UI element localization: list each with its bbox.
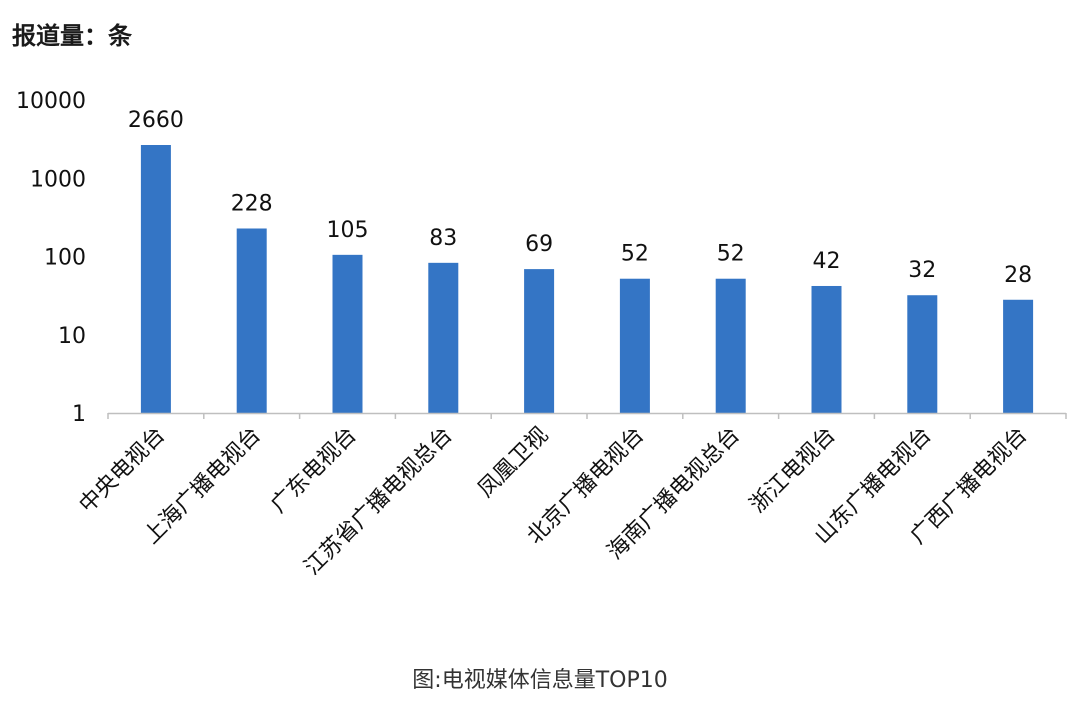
- bar: [907, 295, 938, 413]
- y-tick-label: 100: [44, 246, 86, 271]
- unit-label: 报道量：条: [12, 22, 132, 50]
- category-label: 凤凰卫视: [473, 423, 553, 503]
- category-label: 广东电视台: [266, 423, 361, 518]
- y-tick-label: 10000: [16, 89, 86, 114]
- data-label: 28: [1004, 263, 1032, 288]
- y-tick-label: 1000: [30, 167, 86, 192]
- data-label: 69: [525, 232, 553, 257]
- bar: [811, 285, 842, 413]
- data-label: 52: [621, 242, 649, 267]
- bar: [428, 262, 459, 413]
- y-tick-label: 1: [72, 402, 86, 427]
- bar: [1003, 299, 1034, 413]
- bar: [140, 145, 171, 414]
- data-label: 2660: [128, 108, 184, 133]
- bar: [524, 269, 555, 413]
- category-label: 中央电视台: [75, 423, 170, 518]
- bar: [715, 278, 746, 413]
- bars: [140, 145, 1034, 414]
- bar-chart: 1 10 100 1000 10000 2660 228 105 83 69 52 52 42 32 28…: [16, 89, 1067, 581]
- data-label: 83: [429, 226, 457, 251]
- y-tick-label: 10: [58, 324, 86, 349]
- data-label: 105: [327, 218, 369, 243]
- bar: [619, 278, 650, 413]
- bar: [236, 228, 267, 413]
- data-label: 228: [231, 191, 273, 216]
- category-label: 浙江电视台: [745, 423, 840, 518]
- data-label: 52: [717, 242, 745, 267]
- data-labels: 2660 228 105 83 69 52 52 42 32 28: [128, 108, 1032, 288]
- bar: [332, 254, 363, 413]
- x-axis-tick-marks: [107, 413, 1067, 419]
- y-axis-ticks: 1 10 100 1000 10000: [16, 89, 86, 427]
- chart-caption: 图:电视媒体信息量TOP10: [412, 668, 668, 693]
- data-label: 32: [908, 258, 936, 283]
- data-label: 42: [813, 249, 841, 274]
